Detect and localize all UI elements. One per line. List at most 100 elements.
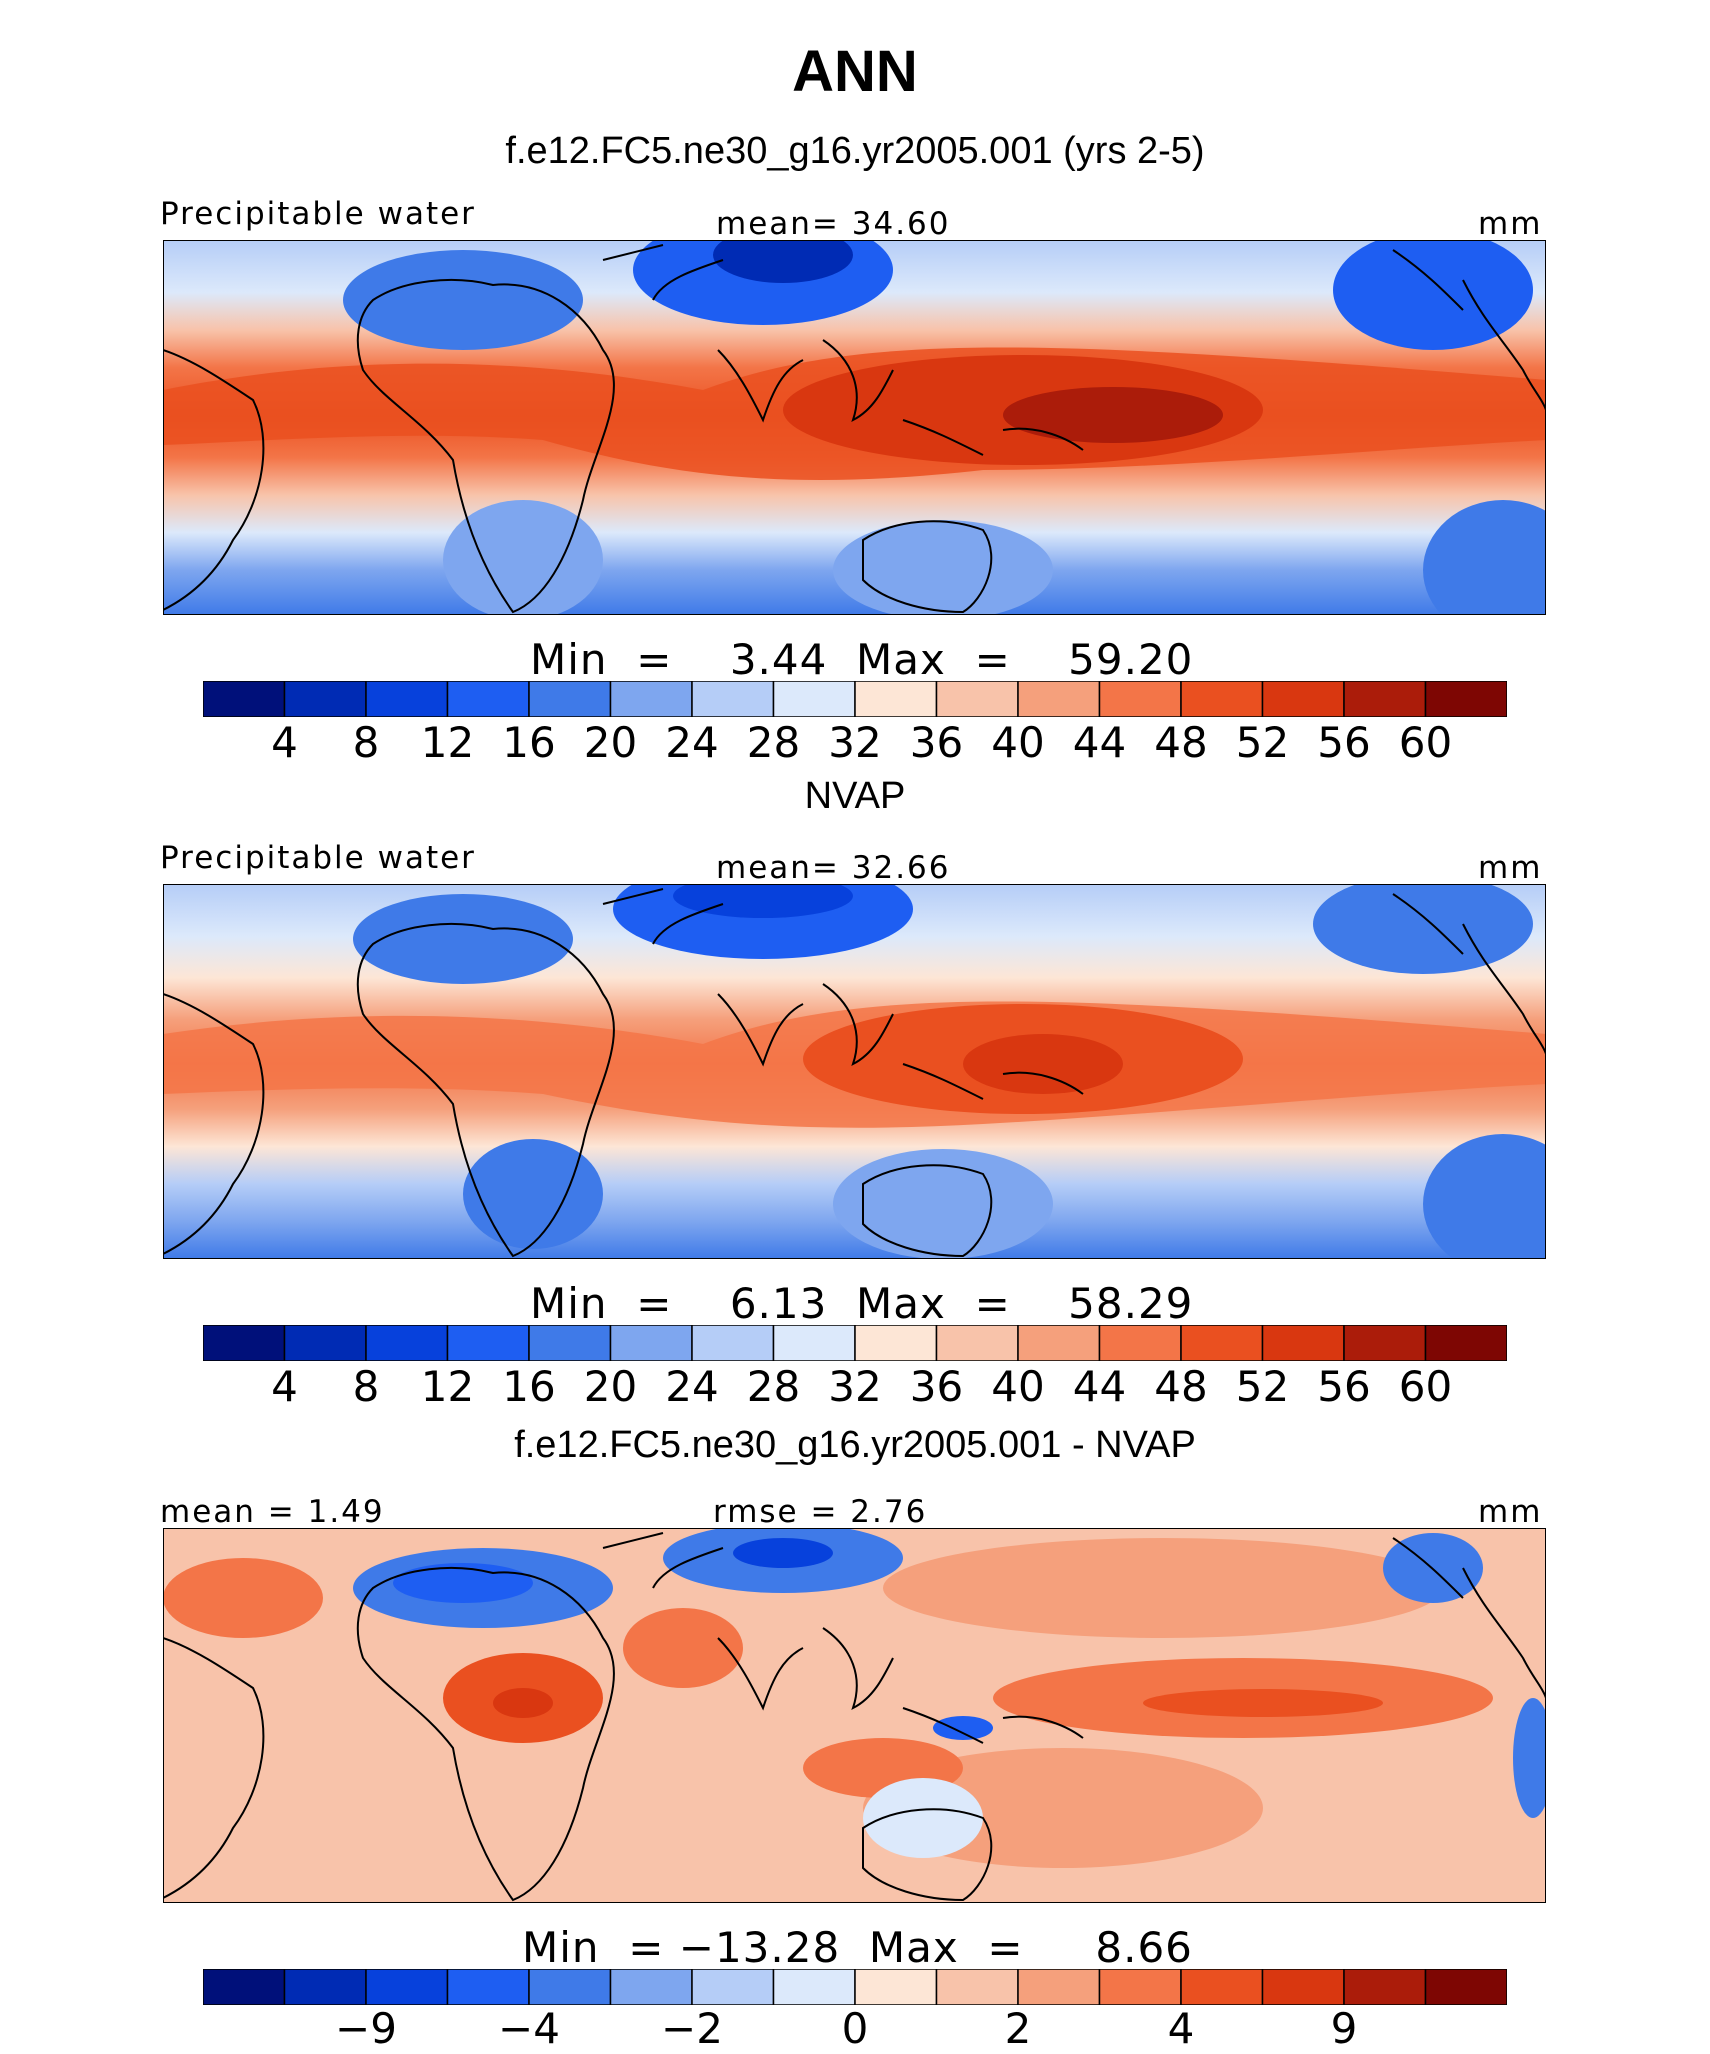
colorbar-tick-label: 24: [665, 1362, 719, 1411]
colorbar-tick-label: 36: [909, 1362, 964, 1411]
colorbar-tick-label: 40: [991, 1362, 1045, 1411]
panel-2-colorbar: [203, 1325, 1507, 1361]
colorbar-swatch: [1180, 681, 1264, 717]
panel-1-dry-australia: [833, 520, 1053, 615]
colorbar-swatch: [609, 1969, 693, 2005]
colorbar-swatch: [1261, 681, 1345, 717]
panel-2-warm-pool-core: [963, 1034, 1123, 1094]
colorbar-swatch: [1098, 681, 1182, 717]
panel-2-title: NVAP: [804, 775, 906, 817]
colorbar-swatch: [609, 1325, 693, 1361]
colorbar-swatch: [1424, 1969, 1507, 2005]
figure-title: ANN: [792, 39, 918, 104]
colorbar-swatch: [1343, 681, 1427, 717]
panel-2-coastlines: [163, 888, 1546, 1258]
colorbar-swatch: [1424, 681, 1507, 717]
colorbar-swatch: [365, 681, 449, 717]
colorbar-swatch: [283, 1325, 367, 1361]
panel-3-minmax: Min = −13.28 Max = 8.66: [522, 1923, 1193, 1972]
colorbar-tick-label: 52: [1235, 718, 1290, 767]
panel-3-anomaly-asia-core: [733, 1538, 833, 1568]
colorbar-swatch: [691, 1969, 775, 2005]
panel-1-colorbar-ticks: 4 8 12 16 20 24 28 32 36 40 44 48 52 56 60: [203, 718, 1507, 768]
colorbar-swatch: [854, 1325, 938, 1361]
colorbar-swatch: [854, 681, 938, 717]
panel-1-dry-north-america: [1333, 240, 1533, 350]
colorbar-swatch: [1017, 681, 1101, 717]
colorbar-tick-label: 4: [271, 718, 298, 767]
colorbar-swatch: [935, 681, 1019, 717]
colorbar-swatch: [1180, 1325, 1264, 1361]
colorbar-swatch: [528, 1969, 612, 2005]
colorbar-swatch: [203, 681, 286, 717]
panel-1-map: [163, 240, 1546, 615]
colorbar-tick-label: −2: [661, 2004, 723, 2053]
panel-1-dry-south-africa: [443, 500, 603, 615]
panel-2-mean-label: mean= 32.66: [716, 850, 951, 886]
colorbar-swatch: [1261, 1325, 1345, 1361]
panel-2-dry-south-america: [1423, 1134, 1546, 1259]
colorbar-tick-label: 60: [1398, 718, 1453, 767]
panel-1-minmax: Min = 3.44 Max = 59.20: [530, 635, 1194, 684]
colorbar-tick-label: 32: [828, 718, 882, 767]
panel-2-dry-australia: [833, 1149, 1053, 1259]
colorbar-swatch: [528, 681, 612, 717]
panel-3-map: [163, 1528, 1546, 1903]
panel-1-title: f.e12.FC5.ne30_g16.yr2005.001 (yrs 2-5): [505, 130, 1205, 172]
colorbar-tick-label: 48: [1154, 718, 1208, 767]
colorbar-swatch: [691, 681, 775, 717]
colorbar-swatch: [283, 1969, 367, 2005]
colorbar-swatch: [1098, 1325, 1182, 1361]
colorbar-swatch: [772, 1969, 856, 2005]
colorbar-tick-label: 56: [1317, 1362, 1371, 1411]
colorbar-swatch: [935, 1969, 1019, 2005]
panel-3-anomaly-new-guinea: [933, 1716, 993, 1740]
colorbar-swatch: [1424, 1325, 1507, 1361]
colorbar-tick-label: 12: [420, 1362, 475, 1411]
colorbar-tick-label: 44: [1072, 1362, 1127, 1411]
panel-1-units: mm: [1478, 206, 1543, 242]
colorbar-tick-label: 52: [1235, 1362, 1290, 1411]
panel-3-anomaly-andes: [1513, 1698, 1546, 1818]
colorbar-swatch: [691, 1325, 775, 1361]
panel-3-anomaly-arabia: [623, 1608, 743, 1688]
colorbar-swatch: [609, 681, 693, 717]
panel-1-mean-label: mean= 34.60: [716, 206, 951, 242]
panel-1-warm-pool-core: [1003, 387, 1223, 443]
colorbar-swatch: [1261, 1969, 1345, 2005]
colorbar-swatch: [772, 681, 856, 717]
colorbar-tick-label: 32: [828, 1362, 882, 1411]
colorbar-swatch: [365, 1325, 449, 1361]
colorbar-swatch: [1017, 1969, 1101, 2005]
colorbar-tick-label: 12: [420, 718, 475, 767]
colorbar-tick-label: 4: [271, 1362, 298, 1411]
panel-3-anomaly-npac: [883, 1538, 1443, 1638]
panel-2-variable-label: Precipitable water: [160, 840, 476, 876]
panel-3-mean-label: mean = 1.49: [160, 1494, 385, 1530]
colorbar-tick-label: 60: [1398, 1362, 1453, 1411]
colorbar-swatch: [203, 1325, 286, 1361]
colorbar-tick-label: 20: [583, 1362, 638, 1411]
colorbar-tick-label: 16: [502, 1362, 556, 1411]
colorbar-swatch: [1343, 1969, 1427, 2005]
colorbar-tick-label: 8: [352, 1362, 380, 1411]
colorbar-tick-label: 28: [746, 1362, 801, 1411]
colorbar-tick-label: 9: [1330, 2004, 1358, 2053]
colorbar-tick-label: 44: [1072, 718, 1127, 767]
colorbar-swatch: [446, 681, 530, 717]
panel-1-dry-tibet: [713, 240, 853, 283]
panel-3-anomaly-australia: [863, 1778, 983, 1858]
panel-3-anomaly-africa-core: [493, 1688, 553, 1718]
panel-2-dry-south-africa: [463, 1139, 603, 1249]
panel-2-dry-tibet: [673, 884, 853, 918]
colorbar-tick-label: 36: [909, 718, 964, 767]
colorbar-tick-label: 8: [352, 718, 380, 767]
colorbar-tick-label: 56: [1317, 718, 1371, 767]
colorbar-swatch: [446, 1325, 530, 1361]
colorbar-tick-label: 40: [991, 718, 1045, 767]
panel-2-map: [163, 884, 1546, 1259]
panel-1-variable-label: Precipitable water: [160, 196, 476, 232]
colorbar-tick-label: −4: [498, 2004, 560, 2053]
colorbar-swatch: [446, 1969, 530, 2005]
panel-2-colorbar-ticks: 4 8 12 16 20 24 28 32 36 40 44 48 52 56 60: [203, 1362, 1507, 1412]
